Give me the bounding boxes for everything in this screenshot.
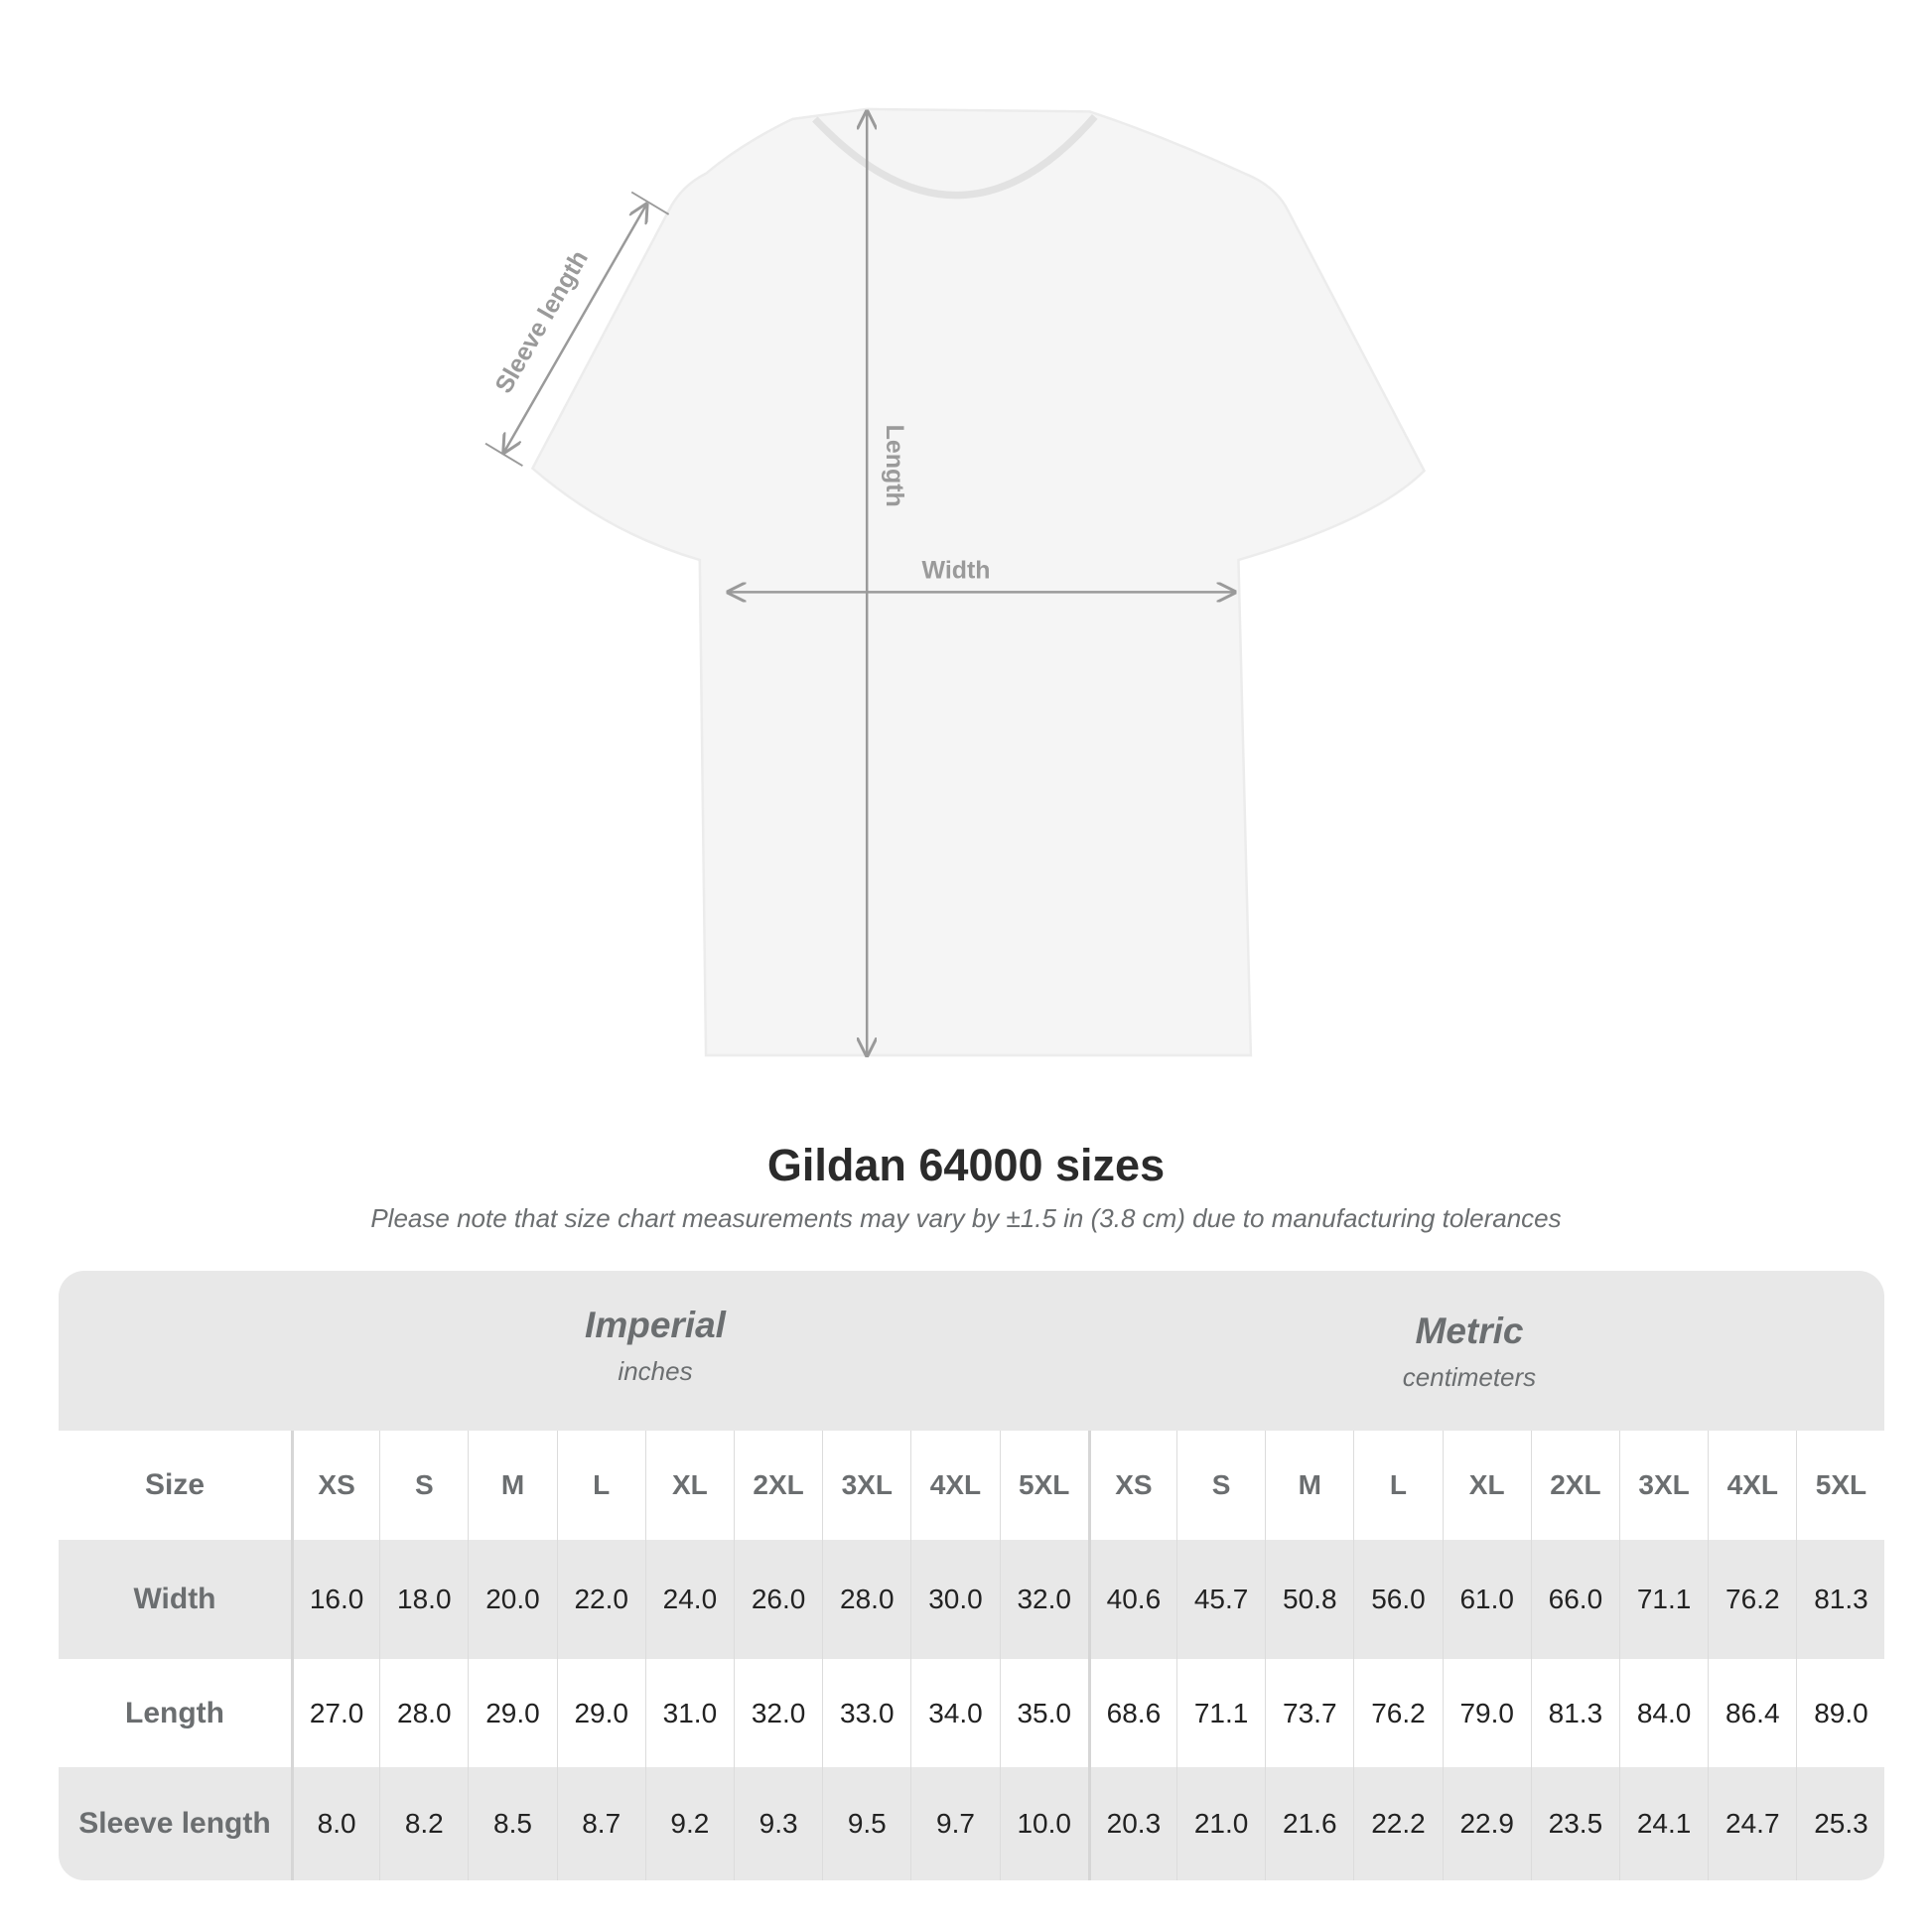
value-cell: 40.6 (1087, 1540, 1176, 1659)
value-cell: 45.7 (1176, 1540, 1265, 1659)
metric-unit: centimeters (1402, 1362, 1537, 1392)
size-header-cell: 4XL (1708, 1431, 1796, 1540)
value-cell: 34.0 (910, 1659, 999, 1767)
value-cell: 23.5 (1530, 1767, 1619, 1880)
imperial-title: Imperial (585, 1305, 726, 1345)
value-cell: 24.7 (1708, 1767, 1796, 1880)
tshirt-diagram: Sleeve length Length Width (484, 107, 1427, 1115)
value-cell: 68.6 (1087, 1659, 1176, 1767)
value-cell: 66.0 (1530, 1540, 1619, 1659)
value-cell: 21.6 (1265, 1767, 1353, 1880)
row-label: Length (125, 1696, 224, 1729)
value-cell: 27.0 (291, 1659, 379, 1767)
value-cell: 8.7 (556, 1767, 645, 1880)
value-cell: 24.1 (1619, 1767, 1708, 1880)
imperial-unit: inches (618, 1356, 693, 1386)
length-label: Length (881, 425, 908, 507)
size-header-cell: L (1353, 1431, 1442, 1540)
page-title: Gildan 64000 sizes (766, 1140, 1166, 1190)
value-cell: 9.3 (734, 1767, 822, 1880)
sleeve-arrow (484, 191, 670, 467)
value-cell: 81.3 (1530, 1659, 1619, 1767)
value-cell: 29.0 (556, 1659, 645, 1767)
value-cell: 20.0 (468, 1540, 556, 1659)
metric-header: Metric centimeters (1172, 1311, 1767, 1393)
size-header-cell: L (556, 1431, 645, 1540)
row-band (59, 1540, 1884, 1659)
value-cell: 16.0 (291, 1540, 379, 1659)
size-header-cell: XS (1087, 1431, 1176, 1540)
table-row: Width 16.0 18.0 20.0 22.0 24.0 26.0 28.0 30.0 32.… (59, 1540, 1884, 1659)
row-band (59, 1767, 1884, 1880)
value-cell: 61.0 (1442, 1540, 1531, 1659)
value-cell: 84.0 (1619, 1659, 1708, 1767)
size-header-cell: 2XL (734, 1431, 822, 1540)
width-label: Width (922, 557, 991, 585)
value-cell: 81.3 (1796, 1540, 1884, 1659)
value-cell: 8.0 (291, 1767, 379, 1880)
value-cell: 76.2 (1353, 1659, 1442, 1767)
imperial-header: Imperial inches (357, 1305, 953, 1387)
value-cell: 50.8 (1265, 1540, 1353, 1659)
value-cell: 26.0 (734, 1540, 822, 1659)
value-cell: 25.3 (1796, 1767, 1884, 1880)
size-header-cell: S (1176, 1431, 1265, 1540)
size-header-cell: XL (1442, 1431, 1531, 1540)
size-header-cell: XL (644, 1431, 734, 1540)
value-cell: 33.0 (822, 1659, 910, 1767)
size-header-cell: 2XL (1530, 1431, 1619, 1540)
tolerance-note: Please note that size chart measurements… (370, 1203, 1562, 1233)
value-cell: 9.5 (822, 1767, 910, 1880)
value-cell: 20.3 (1087, 1767, 1176, 1880)
size-header-cell: M (468, 1431, 556, 1540)
value-cell: 71.1 (1619, 1540, 1708, 1659)
value-cell: 32.0 (734, 1659, 822, 1767)
row-label: Width (133, 1583, 216, 1615)
table-row: Sleeve length 8.0 8.2 8.5 8.7 9.2 9.3 9.5 9.7 10.… (59, 1767, 1884, 1880)
value-cell: 22.9 (1442, 1767, 1531, 1880)
row-label: Sleeve length (78, 1807, 271, 1840)
size-header-cell: 5XL (1796, 1431, 1884, 1540)
collar (812, 113, 1098, 200)
value-cell: 24.0 (644, 1540, 734, 1659)
size-header-cell: 3XL (822, 1431, 910, 1540)
table-row: Length 27.0 28.0 29.0 29.0 31.0 32.0 33.0 34.0 35… (59, 1659, 1884, 1767)
header-band (59, 1271, 1884, 1431)
value-cell: 71.1 (1176, 1659, 1265, 1767)
value-cell: 22.2 (1353, 1767, 1442, 1880)
value-cell: 30.0 (910, 1540, 999, 1659)
value-cell: 56.0 (1353, 1540, 1442, 1659)
size-header-cell: 3XL (1619, 1431, 1708, 1540)
value-cell: 79.0 (1442, 1659, 1531, 1767)
size-label: Size (144, 1468, 206, 1501)
value-cell: 76.2 (1708, 1540, 1796, 1659)
value-cell: 89.0 (1796, 1659, 1884, 1767)
value-cell: 86.4 (1708, 1659, 1796, 1767)
value-cell: 28.0 (379, 1659, 468, 1767)
value-cell: 35.0 (999, 1659, 1088, 1767)
value-cell: 32.0 (999, 1540, 1088, 1659)
value-cell: 21.0 (1176, 1767, 1265, 1880)
value-cell: 73.7 (1265, 1659, 1353, 1767)
value-cell: 10.0 (999, 1767, 1088, 1880)
size-header-cell: XS (291, 1431, 379, 1540)
value-cell: 28.0 (822, 1540, 910, 1659)
value-cell: 31.0 (644, 1659, 734, 1767)
size-header-cell: 5XL (999, 1431, 1088, 1540)
value-cell: 8.2 (379, 1767, 468, 1880)
size-row: Size XS S M L XL 2XL 3XL 4XL 5XL XS S M L XL 2XL 3XL 4XL… (59, 1431, 1884, 1540)
value-cell: 9.7 (910, 1767, 999, 1880)
size-header-cell: 4XL (910, 1431, 999, 1540)
value-cell: 9.2 (644, 1767, 734, 1880)
value-cell: 8.5 (468, 1767, 556, 1880)
size-header-cell: S (379, 1431, 468, 1540)
metric-title: Metric (1415, 1311, 1524, 1351)
value-cell: 18.0 (379, 1540, 468, 1659)
size-table: Imperial inches Metric centimeters Size … (59, 1271, 1884, 1880)
value-cell: 22.0 (556, 1540, 645, 1659)
size-header-cell: M (1265, 1431, 1353, 1540)
value-cell: 29.0 (468, 1659, 556, 1767)
